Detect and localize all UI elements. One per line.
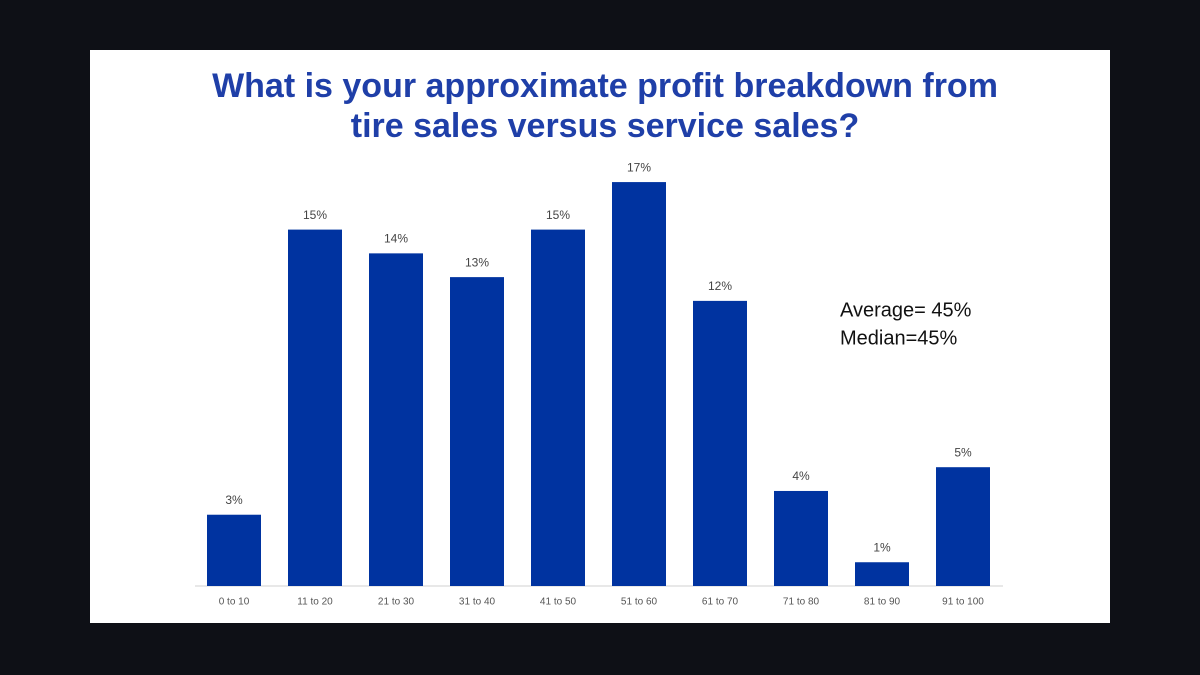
value-label: 3% <box>225 493 243 507</box>
x-tick-label: 11 to 20 <box>297 597 333 608</box>
bar <box>369 253 423 587</box>
bar <box>450 277 504 586</box>
value-label: 15% <box>303 208 327 222</box>
x-tick-label: 61 to 70 <box>702 597 739 608</box>
bar <box>693 300 747 586</box>
bar <box>531 229 585 586</box>
x-tick-label: 0 to 10 <box>219 597 250 608</box>
bar <box>774 490 828 586</box>
x-tick-label: 51 to 60 <box>621 597 658 608</box>
value-label: 13% <box>465 255 489 269</box>
x-tick-label: 41 to 50 <box>540 597 577 608</box>
x-tick-label: 21 to 30 <box>378 597 415 608</box>
chart-title: What is your approximate profit breakdow… <box>212 67 998 145</box>
annotation: Average= 45% <box>840 299 972 321</box>
x-tick-label: 31 to 40 <box>459 597 496 608</box>
bar <box>288 229 342 586</box>
bar <box>936 467 990 586</box>
value-label: 17% <box>627 160 651 174</box>
bar <box>855 562 909 586</box>
annotation: Median=45% <box>840 327 958 349</box>
bar <box>612 182 666 586</box>
value-label: 1% <box>873 540 891 554</box>
bar <box>207 514 261 586</box>
x-tick-label: 81 to 90 <box>864 597 901 608</box>
x-tick-label: 71 to 80 <box>783 597 820 608</box>
value-label: 12% <box>708 279 732 293</box>
value-label: 14% <box>384 232 408 246</box>
value-label: 15% <box>546 208 570 222</box>
value-label: 4% <box>792 469 810 483</box>
x-tick-label: 91 to 100 <box>942 597 984 608</box>
value-label: 5% <box>954 445 972 459</box>
